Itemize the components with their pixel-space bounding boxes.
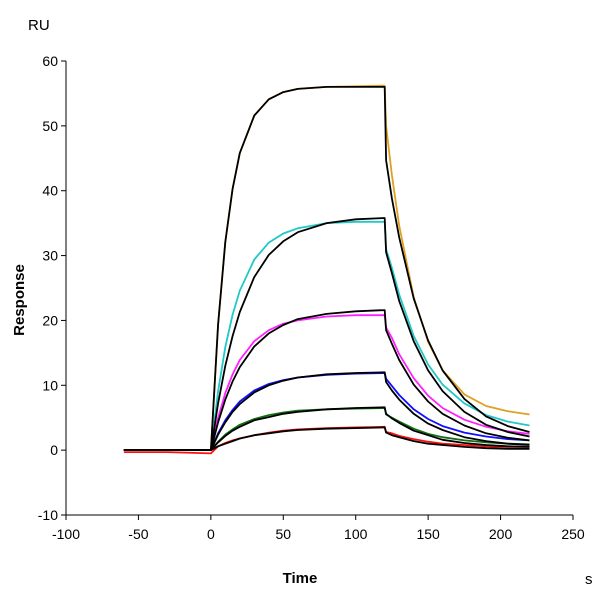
data-series (123, 84, 530, 455)
fit-curve-1 (123, 86, 530, 452)
x-tick-label: -50 (128, 526, 148, 542)
x-unit-label: s (585, 571, 593, 588)
data-series-line-2 (123, 220, 530, 452)
fit-curve-2 (123, 217, 530, 452)
fit-curves (123, 86, 530, 452)
x-tick-label: 50 (275, 526, 291, 542)
fit-curve-5 (123, 406, 530, 452)
x-tick-label: -100 (52, 526, 80, 542)
y-tick-label: 30 (42, 248, 58, 264)
x-axis-title: Time (283, 570, 318, 587)
y-tick-label: 20 (42, 312, 58, 328)
y-tick-label: 60 (42, 53, 58, 69)
data-series-line-1 (123, 84, 530, 452)
fit-curve-6 (123, 426, 530, 452)
fit-curve-4 (123, 371, 530, 452)
x-tick-label: 0 (207, 526, 215, 542)
y-axis-title: Response (11, 264, 28, 336)
data-series-line-3 (123, 314, 530, 452)
y-tick-label: 10 (42, 377, 58, 393)
y-tick-label: 50 (42, 118, 58, 134)
fit-curve-3 (123, 309, 530, 452)
x-tick-label: 100 (344, 526, 368, 542)
x-tick-label: 150 (416, 526, 440, 542)
y-unit-label: RU (28, 17, 50, 34)
x-tick-label: 250 (561, 526, 585, 542)
y-tick-label: -10 (38, 507, 58, 523)
x-tick-label: 200 (489, 526, 513, 542)
y-tick-label: 40 (42, 183, 58, 199)
y-tick-label: 0 (50, 442, 58, 458)
